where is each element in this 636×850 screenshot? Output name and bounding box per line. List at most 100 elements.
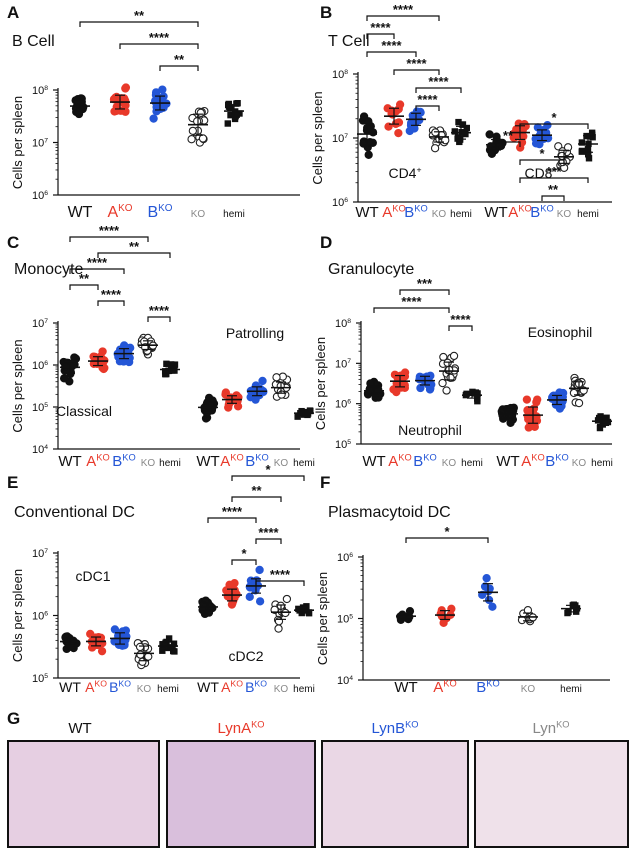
- histology-label-b: LynBKO: [371, 719, 418, 737]
- data-point-a: [234, 99, 241, 107]
- x-tick-label-f-b: BKO: [476, 678, 499, 696]
- data-point-e: [165, 635, 173, 642]
- data-point-e: [135, 642, 145, 652]
- x-tick-label-d-ko: KO: [572, 458, 587, 469]
- x-tick-label-b-b: BKO: [404, 203, 427, 221]
- data-point-c: [171, 361, 179, 368]
- data-point-b: [463, 124, 470, 132]
- data-point-d: [442, 386, 451, 395]
- data-point-a: [224, 120, 231, 127]
- x-tick-label-c-a: AKO: [86, 452, 109, 470]
- significance-label-b: **: [548, 182, 559, 197]
- x-tick-label-d-wt: WT: [362, 453, 385, 470]
- significance-label-d: ****: [450, 312, 471, 327]
- y-axis-label-b: Cells per spleen: [310, 91, 325, 184]
- x-tick-label-d-a: AKO: [521, 452, 544, 470]
- data-point-b: [456, 138, 463, 146]
- data-point-e: [159, 647, 166, 654]
- data-point-d: [596, 424, 604, 432]
- significance-label-c: **: [79, 271, 90, 286]
- data-point-b: [485, 130, 494, 139]
- x-tick-label-e-b: BKO: [109, 679, 131, 695]
- x-tick-label-e-a: AKO: [221, 679, 243, 695]
- x-tick-label-d-b: BKO: [545, 452, 568, 470]
- data-point-a: [158, 85, 167, 94]
- data-point-c: [247, 388, 257, 397]
- data-point-b: [563, 143, 573, 152]
- data-point-b: [364, 117, 373, 126]
- data-point-e: [170, 640, 178, 647]
- x-tick-label-a-a: AKO: [108, 203, 133, 221]
- x-tick-label-d-b: BKO: [413, 452, 436, 470]
- data-point-e: [295, 605, 302, 613]
- data-point-f: [480, 582, 490, 591]
- x-tick-label-e-hemi: hemi: [157, 684, 179, 695]
- data-point-d: [426, 384, 435, 393]
- data-point-e: [165, 644, 173, 652]
- data-point-b: [543, 120, 552, 130]
- significance-bracket-b: [366, 33, 395, 39]
- significance-label-c: **: [129, 239, 140, 254]
- significance-bracket-d: [373, 307, 450, 313]
- histology-label-wt: WT: [68, 720, 91, 737]
- x-tick-label-e-b: BKO: [245, 679, 267, 695]
- subset-label-c: Patrolling: [226, 325, 284, 341]
- histology-label-a: LynAKO: [217, 719, 264, 737]
- panel-title-d: Granulocyte: [328, 261, 414, 278]
- y-tick-label-e: 105: [32, 673, 48, 685]
- x-tick-label-b-wt: WT: [484, 204, 507, 221]
- significance-bracket-c: [97, 300, 125, 306]
- significance-label-b: ****: [381, 38, 402, 53]
- data-point-c: [294, 413, 301, 420]
- subset-label-b: CD8+: [524, 165, 557, 181]
- data-point-d: [522, 395, 532, 404]
- x-tick-label-e-ko: KO: [137, 684, 152, 695]
- significance-bracket-e: [255, 538, 282, 544]
- significance-label-d: ****: [401, 294, 422, 309]
- y-tick-label-f: 106: [337, 552, 353, 564]
- x-tick-label-c-b: BKO: [112, 452, 135, 470]
- significance-bracket-c: [97, 252, 171, 258]
- data-point-a: [188, 126, 198, 136]
- data-point-d: [374, 392, 383, 401]
- x-tick-label-e-wt: WT: [197, 679, 219, 695]
- data-point-d: [474, 390, 481, 397]
- x-tick-label-f-wt: WT: [394, 679, 417, 696]
- data-point-b: [462, 130, 469, 138]
- data-point-b: [584, 151, 592, 158]
- significance-bracket-e: [231, 496, 282, 502]
- data-point-e: [136, 650, 145, 659]
- data-point-f: [488, 602, 497, 611]
- data-point-a: [198, 134, 208, 143]
- data-point-b: [394, 118, 404, 127]
- y-tick-label-c: 105: [32, 402, 48, 414]
- subset-label-b: CD4+: [388, 165, 421, 181]
- y-tick-label-a: 106: [32, 190, 48, 202]
- x-tick-label-f-ko: KO: [521, 684, 536, 695]
- significance-label-b: ****: [428, 74, 449, 89]
- x-tick-label-c-wt: WT: [58, 453, 81, 470]
- data-point-e: [245, 592, 254, 601]
- panel-title-e: Conventional DC: [14, 504, 135, 521]
- histology-image-lyn-ko: [474, 740, 629, 848]
- significance-label-c: ****: [101, 287, 122, 302]
- data-point-b: [395, 100, 405, 109]
- significance-label-c: ****: [87, 255, 108, 270]
- data-point-f: [570, 601, 578, 608]
- significance-label-a: **: [134, 8, 145, 23]
- x-tick-label-c-b: BKO: [245, 452, 268, 470]
- significance-bracket-e: [255, 580, 305, 586]
- x-tick-label-d-hemi: hemi: [591, 458, 613, 469]
- x-tick-label-d-hemi: hemi: [461, 458, 483, 469]
- significance-label-e: **: [251, 483, 262, 498]
- panel-title-b: T Cell: [328, 33, 370, 50]
- x-tick-label-c-wt: WT: [196, 453, 219, 470]
- y-tick-label-e: 107: [32, 548, 48, 560]
- significance-label-b: ****: [393, 2, 414, 17]
- significance-bracket-b: [366, 51, 417, 57]
- data-point-c: [221, 390, 230, 399]
- y-axis-label-a: Cells per spleen: [10, 96, 25, 189]
- y-tick-label-c: 104: [32, 444, 48, 456]
- panel-letter-g: G: [7, 709, 20, 728]
